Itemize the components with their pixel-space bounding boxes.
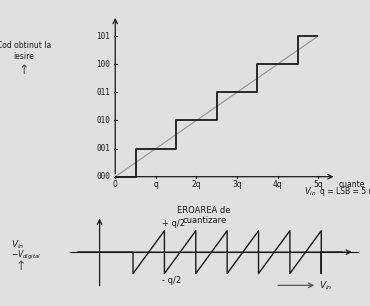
Text: 101: 101 — [97, 32, 110, 41]
Text: 000: 000 — [97, 172, 110, 181]
Text: q = LSB = 5 mV: q = LSB = 5 mV — [320, 187, 370, 196]
Text: EROAREA de: EROAREA de — [177, 206, 231, 215]
Text: q: q — [154, 180, 158, 189]
Text: 4q: 4q — [273, 180, 282, 189]
Text: ↑: ↑ — [15, 260, 26, 273]
Text: $- V_{digital}$: $- V_{digital}$ — [11, 249, 41, 262]
Text: + q/2: + q/2 — [162, 218, 185, 228]
Text: 3q: 3q — [232, 180, 242, 189]
Text: $V_{in}$: $V_{in}$ — [11, 239, 25, 251]
Text: $V_{in}$: $V_{in}$ — [304, 185, 317, 198]
Text: 2q: 2q — [192, 180, 201, 189]
Text: cuante: cuante — [339, 180, 365, 189]
Text: cuantizare: cuantizare — [182, 216, 226, 225]
Text: Cod obtinut la: Cod obtinut la — [0, 41, 51, 50]
Text: 100: 100 — [97, 60, 110, 69]
Text: - q/2: - q/2 — [162, 276, 181, 285]
Text: 5q: 5q — [313, 180, 323, 189]
Text: 010: 010 — [97, 116, 110, 125]
Text: $V_{in}$: $V_{in}$ — [319, 279, 333, 292]
Text: 011: 011 — [97, 88, 110, 97]
Text: 001: 001 — [97, 144, 110, 153]
Text: iesire: iesire — [14, 52, 34, 61]
Text: ↑: ↑ — [19, 64, 29, 77]
Text: 0: 0 — [113, 180, 118, 189]
